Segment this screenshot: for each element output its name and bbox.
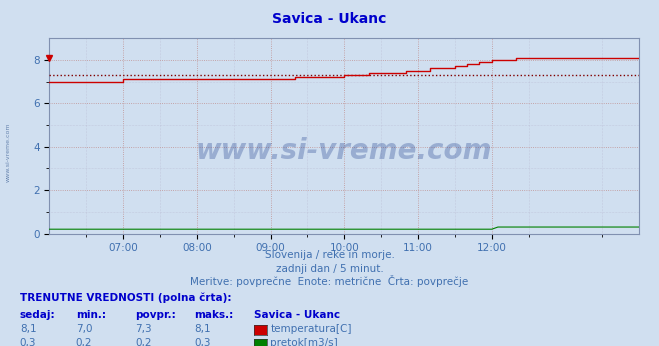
Text: pretok[m3/s]: pretok[m3/s]	[270, 338, 338, 346]
Text: 8,1: 8,1	[194, 324, 211, 334]
Text: povpr.:: povpr.:	[135, 310, 176, 320]
Text: Meritve: povprečne  Enote: metrične  Črta: povprečje: Meritve: povprečne Enote: metrične Črta:…	[190, 275, 469, 288]
Text: min.:: min.:	[76, 310, 106, 320]
Text: TRENUTNE VREDNOSTI (polna črta):: TRENUTNE VREDNOSTI (polna črta):	[20, 292, 231, 303]
Text: maks.:: maks.:	[194, 310, 234, 320]
Text: www.si-vreme.com: www.si-vreme.com	[196, 137, 492, 165]
Text: 0,2: 0,2	[135, 338, 152, 346]
Text: sedaj:: sedaj:	[20, 310, 55, 320]
Text: Savica - Ukanc: Savica - Ukanc	[254, 310, 340, 320]
Text: Savica - Ukanc: Savica - Ukanc	[272, 12, 387, 26]
Text: temperatura[C]: temperatura[C]	[270, 324, 352, 334]
Text: 7,0: 7,0	[76, 324, 92, 334]
Text: Slovenija / reke in morje.: Slovenija / reke in morje.	[264, 250, 395, 260]
Text: 0,3: 0,3	[20, 338, 36, 346]
Text: www.si-vreme.com: www.si-vreme.com	[6, 122, 11, 182]
Text: 0,2: 0,2	[76, 338, 92, 346]
Text: 0,3: 0,3	[194, 338, 211, 346]
Text: 8,1: 8,1	[20, 324, 36, 334]
Text: 7,3: 7,3	[135, 324, 152, 334]
Text: zadnji dan / 5 minut.: zadnji dan / 5 minut.	[275, 264, 384, 274]
